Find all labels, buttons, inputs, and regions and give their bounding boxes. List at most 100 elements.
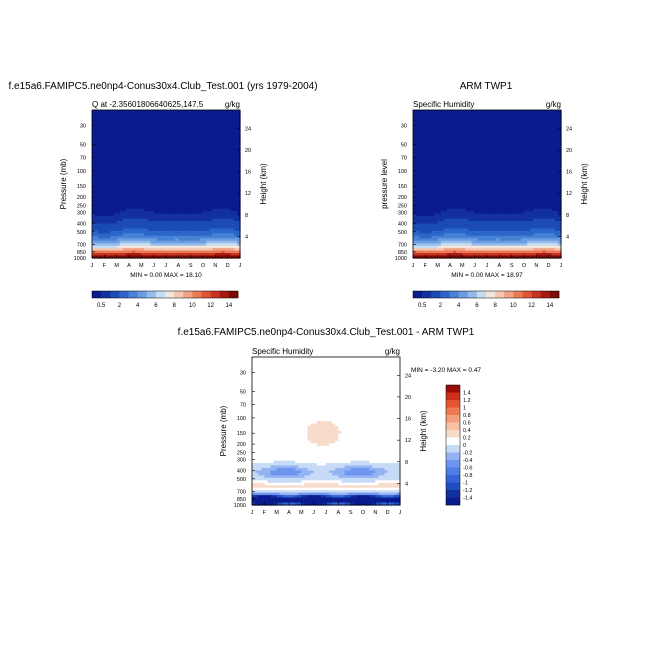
contour-cell [144, 117, 149, 121]
contour-cell [502, 134, 507, 138]
contour-cell [437, 137, 442, 141]
contour-cell [153, 248, 158, 252]
contour-cell [181, 208, 186, 212]
contour-cell [153, 225, 158, 229]
contour-cell [215, 211, 220, 215]
contour-cell [199, 166, 204, 170]
contour-cell [514, 114, 519, 118]
contour-cell [95, 161, 99, 165]
contour-cell [101, 221, 105, 225]
contour-cell [437, 171, 442, 175]
contour-cell [138, 179, 142, 183]
contour-cell [135, 188, 139, 192]
contour-cell [156, 154, 161, 158]
contour-cell [453, 149, 457, 153]
contour-cell [212, 253, 216, 257]
contour-cell [181, 233, 186, 237]
contour-cell [132, 164, 136, 168]
contour-cell [221, 228, 226, 232]
contour-cell [215, 203, 220, 207]
contour-cell [548, 137, 553, 141]
contour-cell [230, 129, 235, 133]
contour-cell [487, 124, 491, 128]
contour-cell [545, 151, 550, 155]
contour-cell [221, 255, 226, 259]
contour-cell [524, 112, 528, 116]
contour-cell [212, 164, 216, 168]
contour-cell [150, 248, 155, 252]
contour-cell [193, 233, 198, 237]
contour-cell [184, 124, 189, 128]
contour-cell [153, 132, 158, 136]
contour-cell [434, 154, 439, 158]
contour-cell [453, 114, 457, 118]
contour-cell [162, 129, 167, 133]
contour-cell [206, 253, 210, 257]
contour-cell [156, 248, 161, 252]
contour-cell [459, 191, 463, 195]
contour-cell [527, 119, 531, 123]
contour-cell [129, 151, 133, 155]
contour-cell [119, 110, 124, 114]
contour-cell [236, 228, 241, 232]
contour-cell [422, 174, 426, 178]
contour-cell [178, 186, 183, 190]
contour-cell [98, 129, 102, 133]
contour-cell [502, 122, 507, 126]
contour-cell [443, 112, 448, 116]
contour-cell [175, 196, 179, 200]
contour-cell [129, 196, 133, 200]
contour-cell [203, 193, 207, 197]
contour-cell [122, 211, 127, 215]
contour-cell [548, 112, 553, 116]
contour-cell [184, 110, 189, 114]
contour-cell [147, 245, 152, 249]
contour-cell [95, 196, 99, 200]
contour-cell [113, 191, 118, 195]
contour-cell [125, 181, 130, 185]
contour-cell [517, 144, 522, 148]
contour-cell [132, 132, 136, 136]
contour-cell [477, 129, 482, 133]
contour-cell [196, 188, 201, 192]
contour-cell [468, 174, 473, 178]
contour-cell [196, 193, 201, 197]
contour-cell [104, 114, 109, 118]
contour-cell [169, 255, 173, 259]
contour-cell [184, 201, 189, 205]
contour-cell [487, 186, 491, 190]
contour-cell [224, 134, 229, 138]
contour-cell [474, 119, 479, 123]
contour-cell [212, 114, 216, 118]
contour-cell [416, 144, 420, 148]
contour-cell [98, 179, 102, 183]
contour-cell [122, 198, 127, 202]
contour-cell [236, 233, 241, 237]
month-tick-label: J [91, 263, 94, 269]
contour-cell [206, 186, 210, 190]
contour-cell [212, 127, 216, 131]
contour-cell [471, 179, 476, 183]
contour-cell [419, 193, 423, 197]
contour-cell [437, 206, 442, 210]
contour-cell [212, 230, 216, 234]
contour-cell [514, 164, 519, 168]
contour-cell [135, 112, 139, 116]
contour-cell [104, 144, 109, 148]
contour-cell [425, 151, 430, 155]
contour-cell [187, 240, 192, 244]
contour-cell [514, 144, 519, 148]
contour-cell [132, 149, 136, 153]
contour-cell [138, 181, 142, 185]
pressure-tick-label: 200 [77, 195, 86, 201]
contour-cell [144, 132, 149, 136]
contour-cell [125, 119, 130, 123]
contour-cell [236, 151, 241, 155]
contour-cell [169, 117, 173, 121]
contour-cell [95, 206, 99, 210]
contour-cell [119, 159, 124, 163]
contour-cell [101, 169, 105, 173]
contour-cell [539, 171, 544, 175]
contour-cell [190, 122, 195, 126]
contour-cell [520, 164, 525, 168]
